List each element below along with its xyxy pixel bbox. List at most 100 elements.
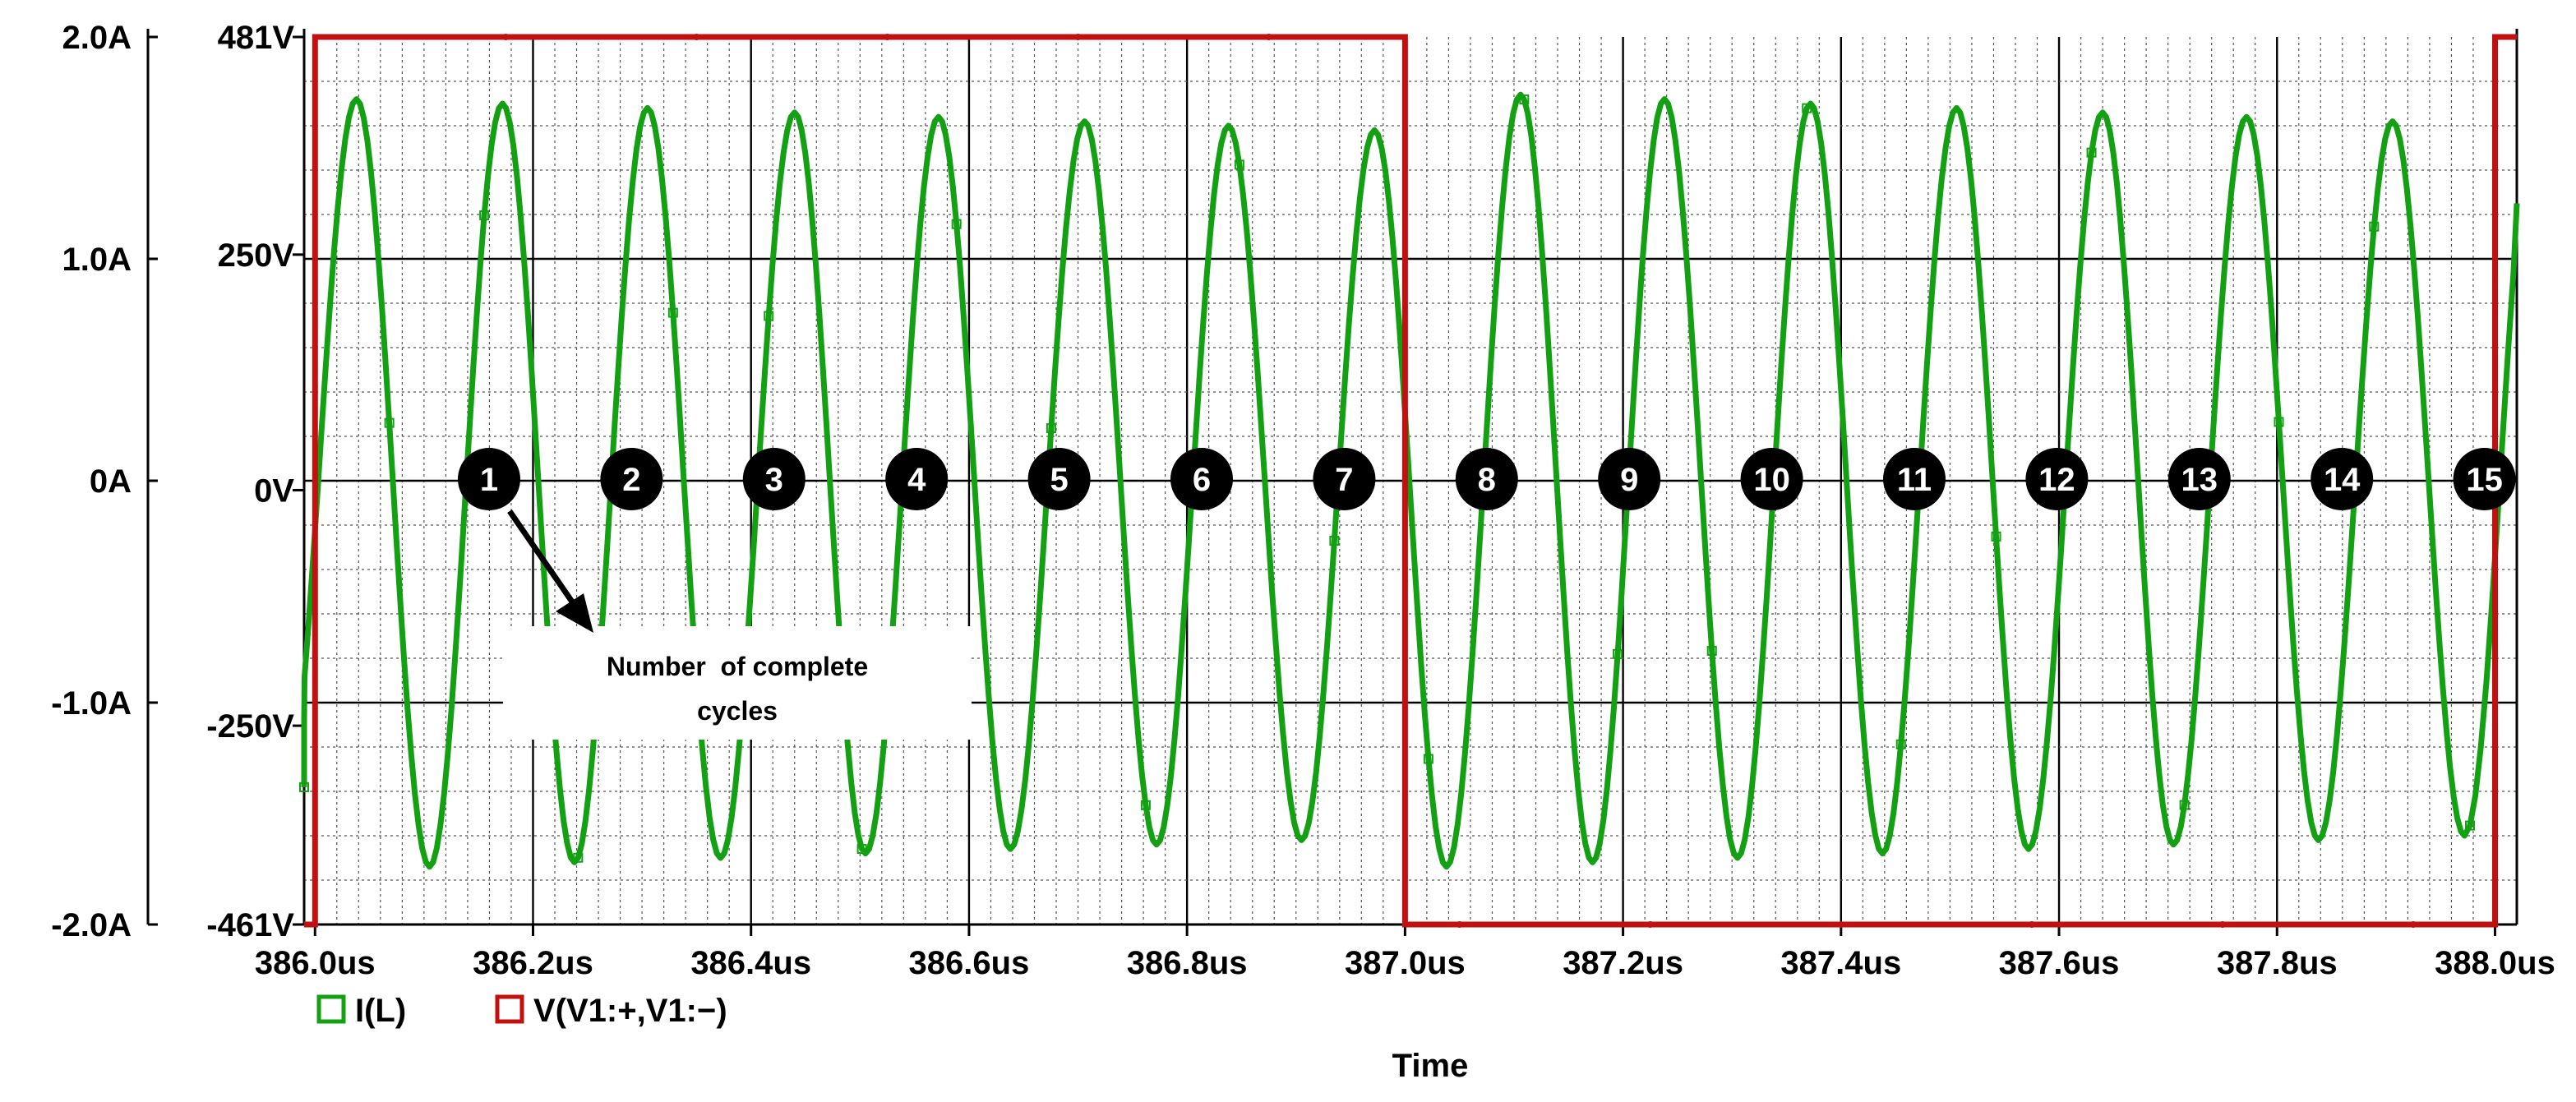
- cycle-marker-circle: [1883, 448, 1946, 510]
- cycle-marker-label: 7: [1335, 462, 1353, 498]
- cycle-marker-label: 14: [2324, 462, 2361, 498]
- cycle-marker-label: 13: [2181, 462, 2218, 498]
- series-voltage-point: [1646, 921, 1654, 928]
- series-current-point: [1706, 645, 1717, 656]
- y-left-tick-label: -2.0A: [51, 907, 132, 943]
- x-tick-label: 387.8us: [2217, 945, 2338, 981]
- cycle-marker-circle: [1027, 448, 1091, 510]
- y-left-tick-label: 2.0A: [62, 20, 132, 56]
- series-current-point: [856, 844, 867, 855]
- x-tick-label: 386.8us: [1127, 945, 1248, 981]
- cycle-marker-label: 11: [1897, 462, 1932, 498]
- cycle-marker-label: 2: [622, 462, 640, 498]
- cycle-marker-circle: [2025, 448, 2089, 510]
- annotation-arrow-head: [556, 593, 593, 633]
- y-left-tick-label: -1.0A: [51, 685, 132, 722]
- series-current-point: [1140, 800, 1151, 810]
- x-tick-label: 386.2us: [473, 945, 593, 981]
- series-voltage-point: [2028, 921, 2035, 928]
- series-current-point: [951, 219, 962, 229]
- series-voltage-point: [2410, 921, 2417, 928]
- series-current-point: [1991, 531, 2001, 542]
- series-current-point: [573, 852, 584, 863]
- legend-label: I(L): [355, 993, 406, 1029]
- axes: 386.0us 386.2us 386.4us 386.6us 386.8us 387.0…: [51, 20, 2555, 981]
- series-current-point: [1423, 754, 1433, 764]
- cycle-marker-label: 6: [1193, 462, 1211, 498]
- series-voltage-point: [1456, 921, 1463, 928]
- series-voltage-point: [693, 34, 700, 40]
- cycle-marker-label: 10: [1753, 462, 1790, 498]
- cycle-marker-circle: [1313, 448, 1376, 510]
- series-current-point: [1802, 103, 1812, 113]
- cycle-marker-label: 5: [1050, 462, 1068, 498]
- series-current-point: [1329, 535, 1340, 546]
- series-voltage-point: [1074, 34, 1082, 40]
- cycle-marker-circle: [1170, 448, 1233, 510]
- series-voltage-point: [884, 34, 891, 40]
- series-current-point: [1895, 739, 1906, 749]
- cycle-marker-circle: [1598, 448, 1661, 510]
- series-current-point: [764, 311, 774, 321]
- y-right-tick-label: 250V: [218, 237, 295, 274]
- series-current-point: [1613, 648, 1623, 659]
- cycle-marker-circle: [2167, 448, 2231, 510]
- series-current-point: [1046, 423, 1056, 434]
- series-voltage-point: [502, 34, 510, 40]
- legend-swatch: [495, 994, 524, 1024]
- legend-swatch: [316, 994, 346, 1024]
- y-left-tick-label: 1.0A: [62, 242, 132, 278]
- cycle-marker-circle: [1740, 448, 1803, 510]
- series-current-point: [2274, 417, 2284, 427]
- legend: I(L) V(V1:+,V1:−): [316, 993, 727, 1029]
- x-axis-title: Time: [1392, 1048, 1469, 1084]
- y-right-tick-label: 0V: [254, 473, 294, 509]
- x-tick-label: 387.2us: [1563, 945, 1683, 981]
- x-tick-label: 387.0us: [1345, 945, 1466, 981]
- x-tick-label: 388.0us: [2435, 945, 2555, 981]
- series-current-line: [301, 91, 2520, 870]
- cycle-markers: 1 2 3 4 5 6 7 8 9 10 11 12 13 14 15: [458, 448, 2516, 510]
- series-current-point: [1519, 94, 1530, 104]
- x-tick-label: 387.6us: [1999, 945, 2120, 981]
- series-voltage-point: [1265, 34, 1272, 40]
- cycle-marker-circle: [742, 448, 806, 510]
- cycle-marker-circle: [2311, 448, 2374, 510]
- y-right-tick-label: 481V: [218, 20, 295, 56]
- series-voltage-point: [1837, 921, 1844, 928]
- x-tick-label: 386.6us: [909, 945, 1030, 981]
- x-tick-label: 386.4us: [690, 945, 811, 981]
- series-current-point: [2086, 147, 2097, 158]
- annotation-box: [503, 626, 972, 740]
- cycle-marker-circle: [600, 448, 663, 510]
- annotation: Number of complete cycles: [503, 510, 972, 740]
- series-current-point: [1234, 159, 1244, 170]
- y-right-tick-label: -250V: [206, 708, 294, 745]
- cycle-marker-label: 1: [480, 462, 498, 498]
- cycle-marker-circle: [2453, 448, 2516, 510]
- series-current-point: [2464, 820, 2475, 831]
- y-left-tick-label: 0A: [90, 463, 132, 500]
- cycle-marker-label: 12: [2038, 462, 2075, 498]
- cycle-marker-label: 4: [907, 462, 926, 498]
- annotation-text: cycles: [697, 696, 778, 726]
- cycle-marker-label: 15: [2466, 462, 2503, 498]
- series-voltage-point: [2218, 921, 2226, 928]
- annotation-text: Number of complete: [607, 652, 868, 681]
- y-right-tick-label: -461V: [206, 907, 294, 943]
- cycle-marker-label: 8: [1478, 462, 1496, 498]
- legend-label: V(V1:+,V1:−): [533, 993, 727, 1029]
- series-current-point: [2369, 221, 2380, 232]
- series-voltage-line: [304, 34, 2517, 928]
- x-tick-label: 386.0us: [255, 945, 376, 981]
- series-current-point: [667, 307, 678, 318]
- series-current-point: [2179, 800, 2190, 810]
- series-current-point: [384, 417, 395, 428]
- cycle-marker-circle: [1455, 448, 1518, 510]
- series-current-point: [299, 782, 309, 792]
- cycle-marker-label: 3: [765, 462, 783, 498]
- series-current-point: [479, 210, 490, 221]
- series: [299, 34, 2520, 928]
- cycle-marker-circle: [458, 448, 520, 510]
